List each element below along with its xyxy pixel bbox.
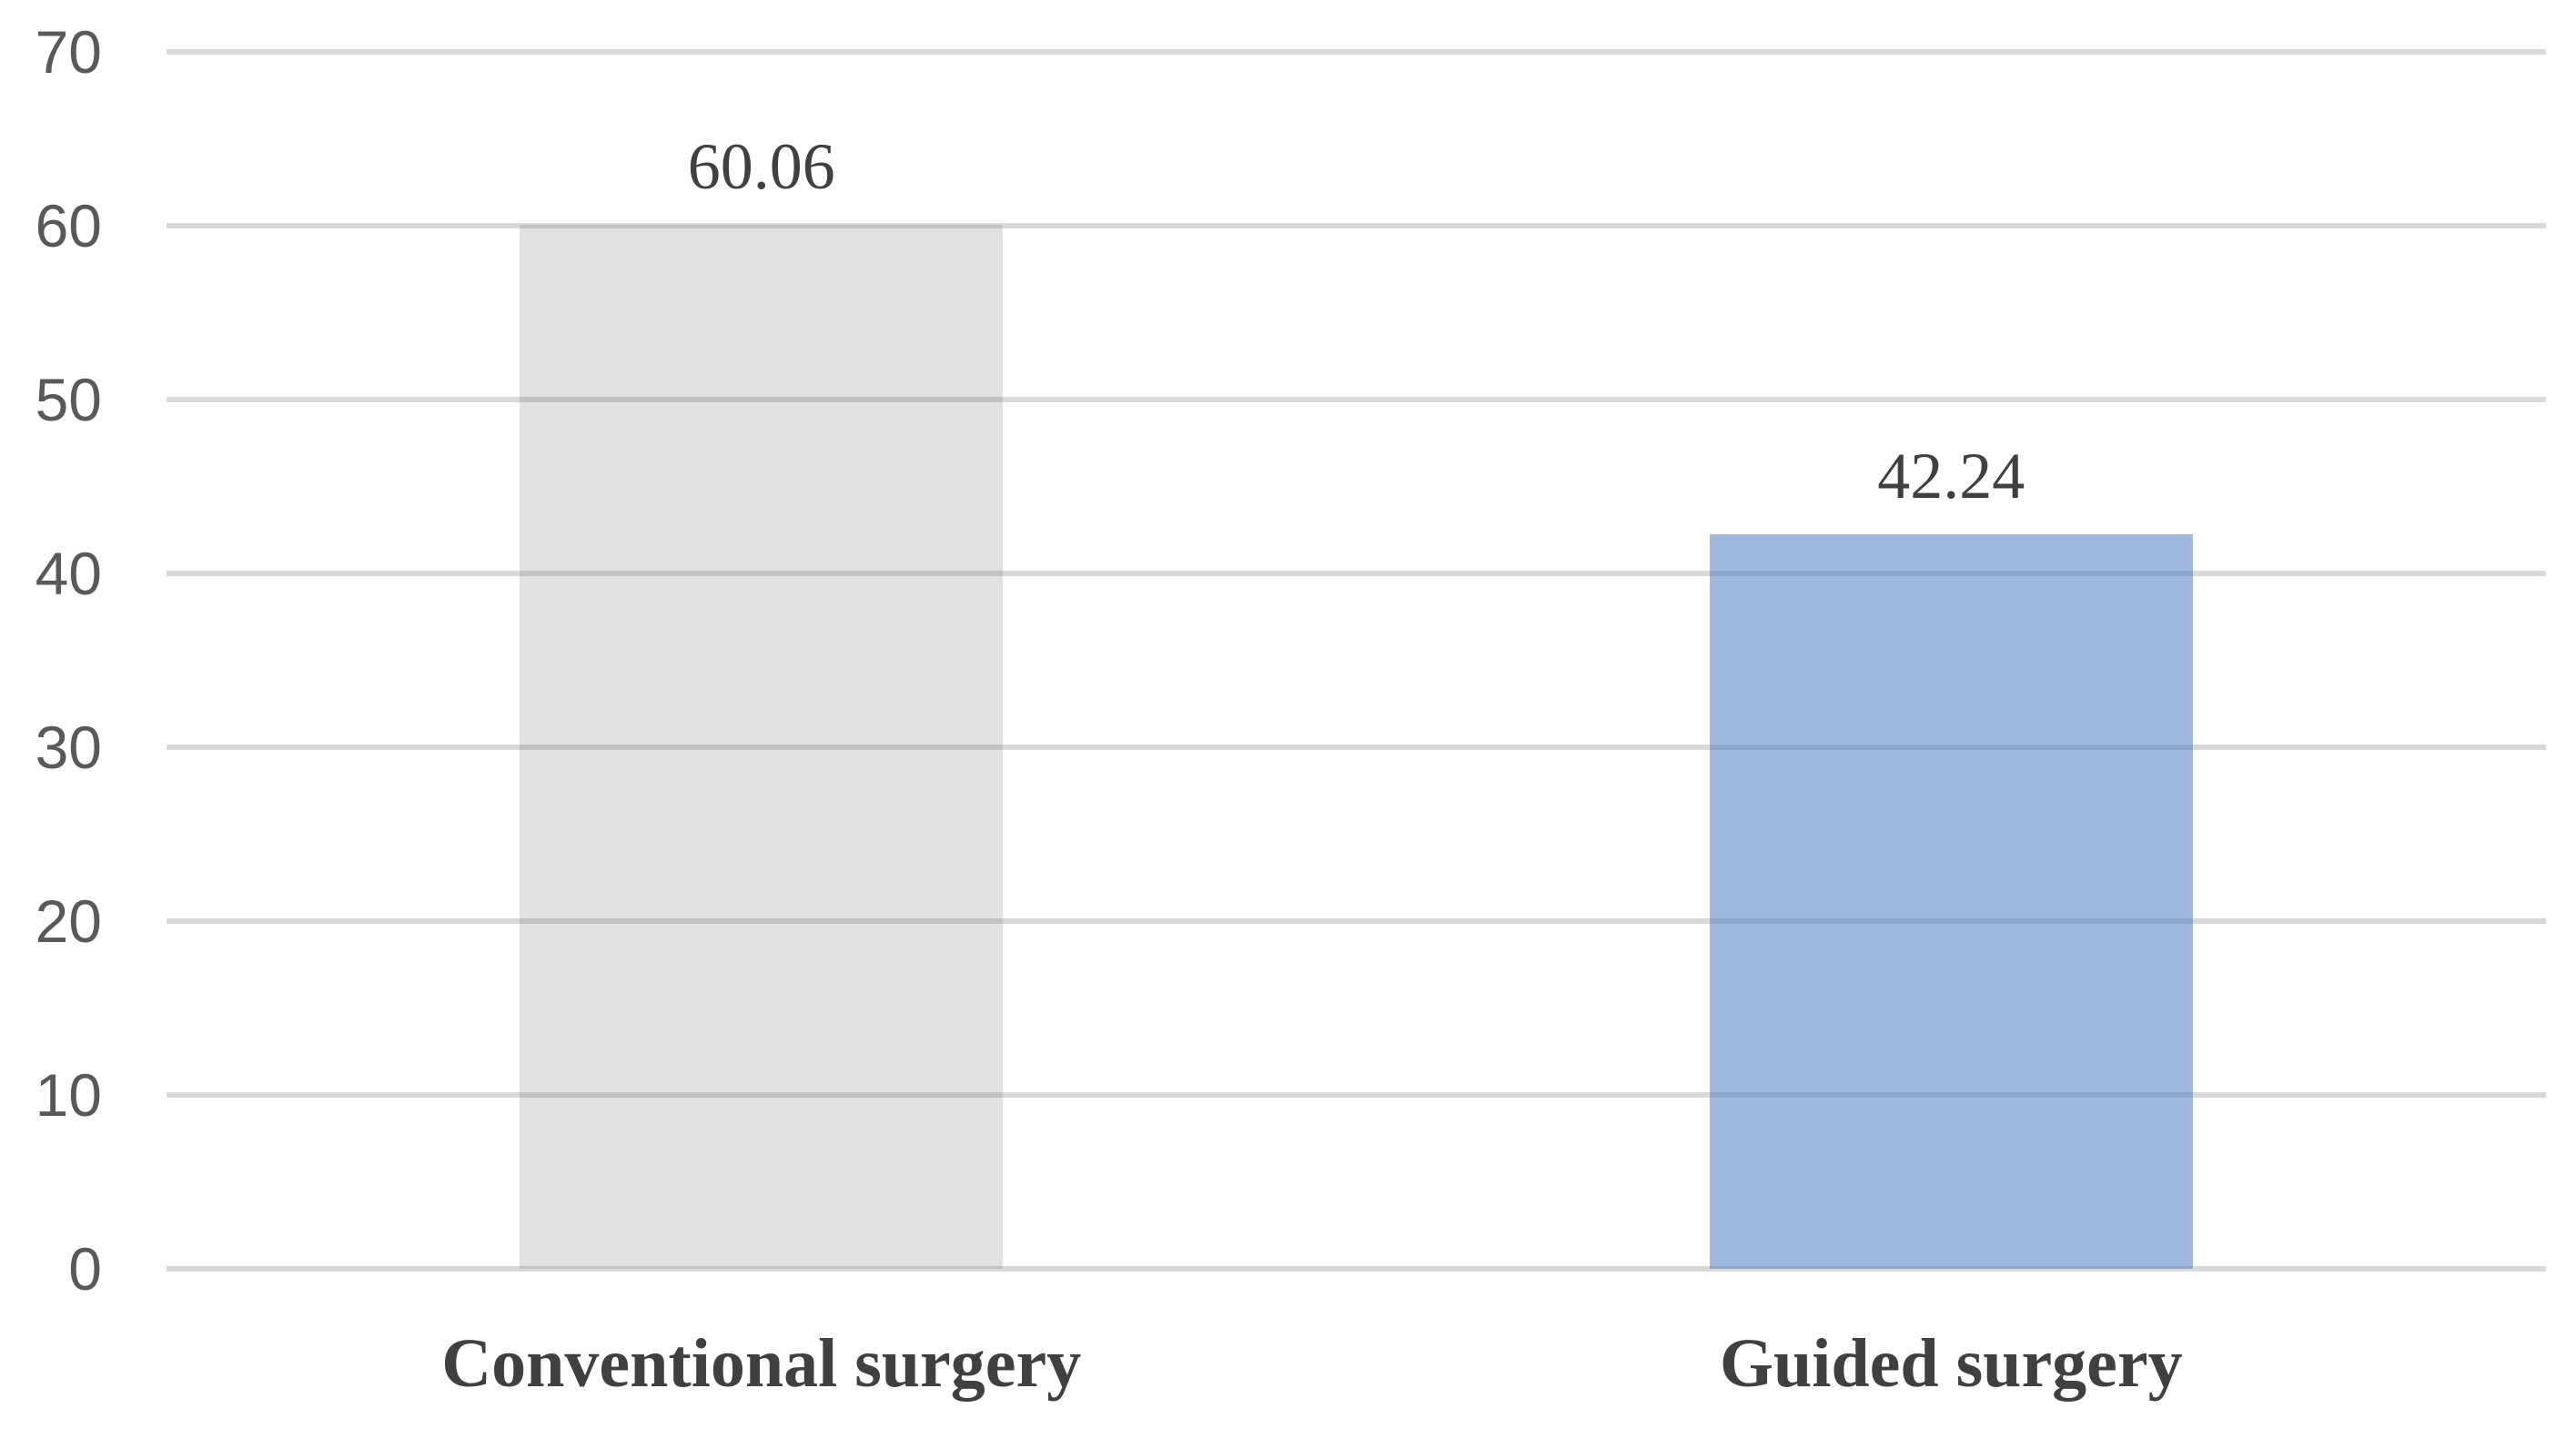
y-tick-label: 40 xyxy=(35,540,102,607)
gridline xyxy=(167,1266,2546,1272)
data-label: 42.24 xyxy=(1877,440,2025,513)
bar-conventional-surgery xyxy=(520,224,1004,1269)
y-tick-label: 30 xyxy=(35,714,102,781)
y-tick-label: 60 xyxy=(35,192,102,259)
gridline xyxy=(167,918,2546,924)
y-tick-label: 50 xyxy=(35,366,102,433)
y-axis: 0 10 20 30 40 50 60 70 xyxy=(0,22,102,1299)
plot-area: 60.06 42.24 xyxy=(167,49,2546,1272)
data-label: 60.06 xyxy=(687,129,835,203)
y-tick-label: 10 xyxy=(35,1061,102,1129)
gridline xyxy=(167,223,2546,228)
category-label: Conventional surgery xyxy=(441,1325,1082,1402)
bar-guided-surgery xyxy=(1709,534,2193,1269)
gridline xyxy=(167,1092,2546,1098)
y-tick-label: 70 xyxy=(35,18,102,86)
category-label: Guided surgery xyxy=(1719,1325,2183,1402)
x-axis: Conventional surgery Guided surgery xyxy=(167,1269,2546,1439)
gridline xyxy=(167,49,2546,55)
y-tick-label: 20 xyxy=(35,887,102,955)
y-tick-label: 0 xyxy=(68,1235,102,1302)
gridline xyxy=(167,745,2546,750)
gridline xyxy=(167,571,2546,576)
gridline xyxy=(167,397,2546,402)
